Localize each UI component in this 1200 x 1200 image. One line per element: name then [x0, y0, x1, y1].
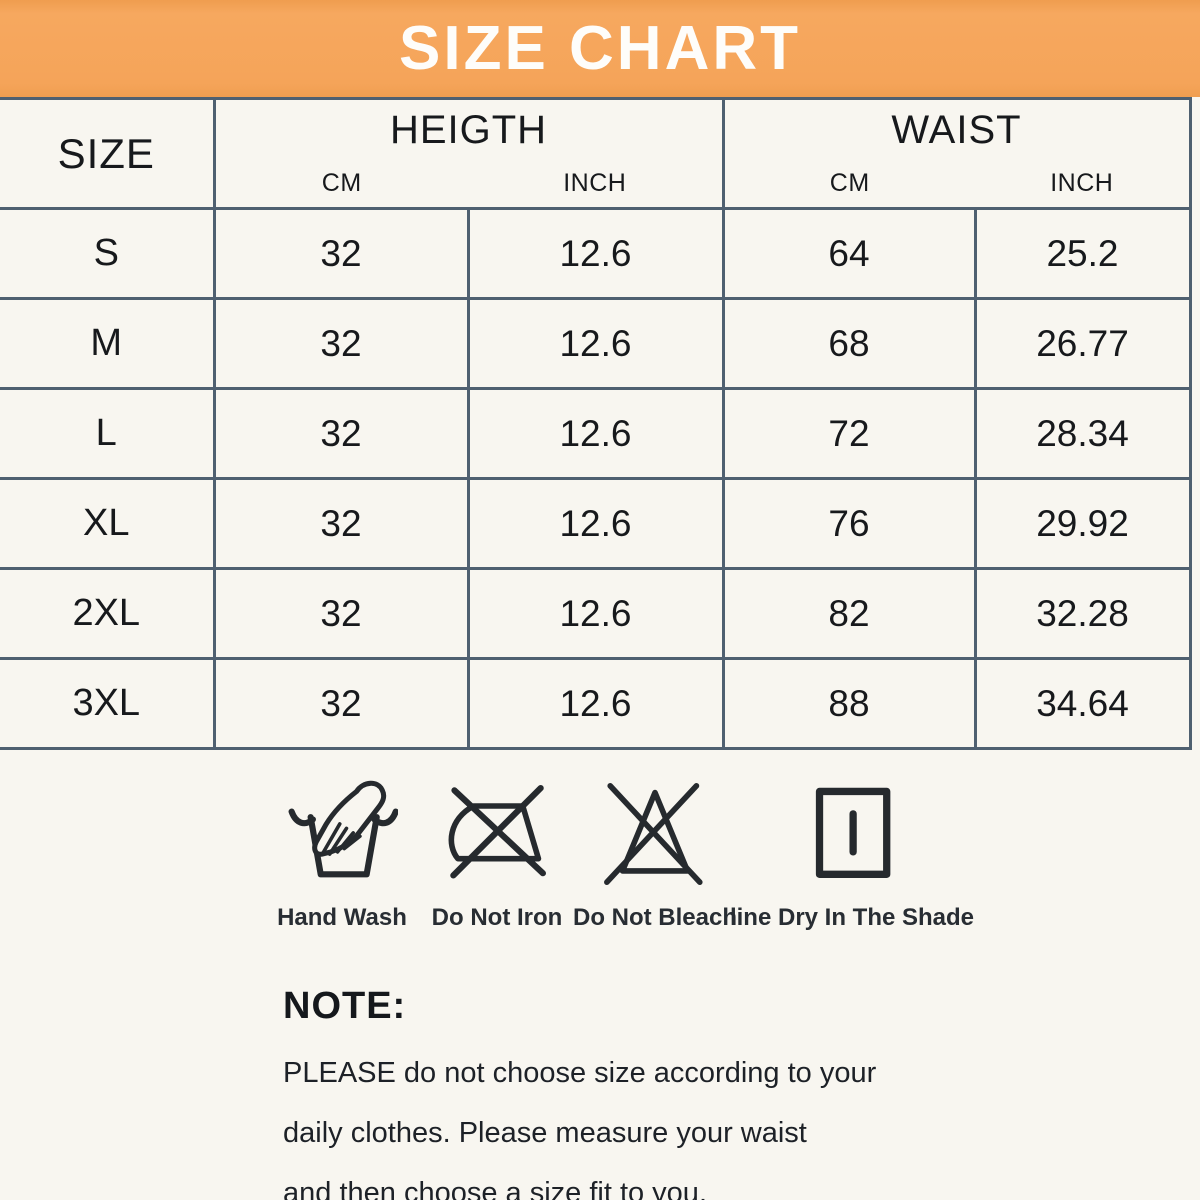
height-cm-cell: 32 [212, 387, 468, 479]
care-label: line Dry In The Shade [729, 904, 975, 931]
height-cm-cell: 32 [212, 657, 468, 750]
note-heading: NOTE: [283, 985, 407, 1027]
height-cm-cell: 32 [212, 207, 468, 299]
column-header-height-inch: INCH [563, 169, 627, 198]
size-cell: 2XL [0, 567, 214, 659]
column-header-height-cm: CM [212, 160, 468, 209]
height-cm-cell: 32 [212, 567, 468, 659]
waist-cm-cell: 88 [721, 657, 975, 750]
column-header-size: SIZE [57, 129, 155, 177]
height-inch-cell: 12.6 [466, 387, 723, 479]
table-row: M 32 12.6 68 26.77 [0, 297, 1192, 389]
size-cell: XL [0, 477, 214, 569]
care-label: Hand Wash [277, 904, 407, 931]
waist-inch-cell: 26.77 [973, 297, 1192, 389]
height-inch-cell: 12.6 [466, 297, 723, 389]
waist-inch-cell: 29.92 [973, 477, 1192, 569]
waist-inch-cell: 34.64 [973, 657, 1192, 750]
care-label: Do Not Bleach [572, 904, 737, 931]
waist-cm-cell: 82 [721, 567, 975, 659]
do-not-iron-icon [448, 785, 547, 879]
height-inch-cell: 12.6 [466, 477, 723, 569]
height-cm-cell: 32 [212, 297, 468, 389]
height-inch-cell: 12.6 [466, 657, 723, 750]
care-item-do-not-bleach: Do Not Bleach [535, 778, 775, 932]
care-item-hand-wash: Hand Wash [222, 778, 462, 932]
size-cell: 3XL [0, 657, 214, 750]
waist-inch-cell: 28.34 [973, 387, 1192, 479]
note-line: daily clothes. Please measure your waist [283, 1117, 807, 1149]
table-row: 2XL 32 12.6 82 32.28 [0, 567, 1192, 659]
page-title: SIZE CHART [399, 14, 801, 83]
line-dry-in-the-shade-icon [815, 787, 891, 878]
height-inch-cell: 12.6 [466, 567, 723, 659]
waist-cm-cell: 68 [721, 297, 975, 389]
table-row: 3XL 32 12.6 88 34.64 [0, 657, 1192, 750]
table-header-row-groups: SIZE HEIGTH WAIST [0, 98, 1192, 177]
care-item-line-dry-in-the-shade: line Dry In The Shade [729, 778, 975, 932]
hand-wash-icon [288, 780, 398, 878]
do-not-bleach-icon [604, 783, 703, 885]
column-header-height: HEIGTH [212, 98, 723, 161]
note-line: and then choose a size fit to you. [283, 1177, 707, 1200]
table-row: XL 32 12.6 76 29.92 [0, 477, 1192, 569]
waist-inch-cell: 25.2 [973, 207, 1192, 299]
column-header-waist-cm: CM [721, 160, 975, 209]
height-cm-cell: 32 [212, 477, 468, 569]
height-inch-cell: 12.6 [466, 207, 723, 299]
table-row: L 32 12.6 72 28.34 [0, 387, 1192, 479]
column-header-waist: WAIST [721, 98, 1192, 161]
waist-cm-cell: 76 [721, 477, 975, 569]
size-table: SIZE HEIGTH WAIST CM INCH CM INCH S 32 1… [0, 97, 1192, 750]
waist-cm-cell: 72 [721, 387, 975, 479]
column-header-waist-inch: INCH [975, 160, 1192, 209]
size-cell: M [0, 297, 214, 389]
waist-cm-cell: 64 [721, 207, 975, 299]
banner: SIZE CHART [0, 0, 1200, 97]
note-line: PLEASE do not choose size according to y… [283, 1057, 877, 1089]
care-label: Do Not Iron [431, 904, 563, 931]
size-cell: L [0, 387, 214, 479]
waist-inch-cell: 32.28 [973, 567, 1192, 659]
table-header-row-units: CM INCH CM INCH [0, 160, 1192, 209]
note-body: PLEASE do not choose size according to y… [283, 1043, 876, 1200]
table-row: S 32 12.6 64 25.2 [0, 207, 1192, 299]
size-cell: S [0, 207, 214, 299]
care-item-do-not-iron: Do Not Iron [377, 778, 617, 932]
